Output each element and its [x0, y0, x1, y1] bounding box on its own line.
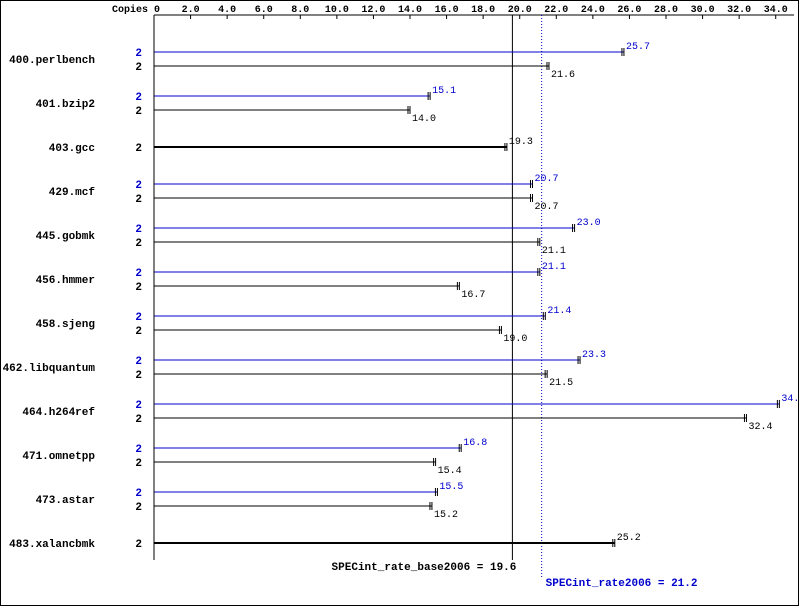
- copies-peak: 2: [135, 400, 142, 412]
- copies-peak: 2: [135, 48, 142, 60]
- x-tick-label: 12.0: [361, 5, 385, 16]
- value-peak: 21.1: [542, 262, 566, 273]
- x-tick-label: 26.0: [617, 5, 641, 16]
- x-tick-label: 8.0: [291, 5, 309, 16]
- copies-base: 2: [135, 326, 142, 338]
- copies-base: 2: [135, 282, 142, 294]
- value-base: 15.2: [434, 510, 458, 521]
- copies-peak: 2: [135, 312, 142, 324]
- x-tick-label: 18.0: [471, 5, 495, 16]
- x-tick-label: 34.0: [764, 5, 788, 16]
- x-tick-label: 30.0: [691, 5, 715, 16]
- x-tick-label: 14.0: [398, 5, 422, 16]
- value-base: 32.4: [748, 422, 772, 433]
- copies-peak: 2: [135, 224, 142, 236]
- value-peak: 20.7: [535, 174, 559, 185]
- benchmark-label: 483.xalancbmk: [9, 539, 95, 551]
- copies-base: 2: [135, 370, 142, 382]
- copies-base: 2: [135, 414, 142, 426]
- value-base: 16.7: [461, 290, 485, 301]
- value-base: 19.0: [503, 334, 527, 345]
- value-base: 21.5: [549, 378, 573, 389]
- x-tick-label: 22.0: [544, 5, 568, 16]
- benchmark-label: 400.perlbench: [9, 55, 95, 67]
- value-base: 21.1: [542, 246, 566, 257]
- x-tick-label: 24.0: [581, 5, 605, 16]
- summary-peak: SPECint_rate2006 = 21.2: [546, 578, 698, 590]
- copies-base: 2: [135, 62, 142, 74]
- copies-base: 2: [135, 458, 142, 470]
- benchmark-label: 445.gobmk: [36, 231, 96, 243]
- copies-peak: 2: [135, 92, 142, 104]
- copies-header: Copies: [112, 4, 148, 16]
- value-peak: 15.5: [439, 482, 463, 493]
- x-tick-label: 16.0: [435, 5, 459, 16]
- benchmark-label: 429.mcf: [49, 187, 96, 199]
- benchmark-label: 458.sjeng: [36, 319, 95, 331]
- x-tick-label: 28.0: [654, 5, 678, 16]
- value-peak: 16.8: [463, 438, 487, 449]
- copies-peak: 2: [135, 488, 142, 500]
- benchmark-label: 473.astar: [36, 495, 95, 507]
- x-tick-label: 10.0: [325, 5, 349, 16]
- value-peak: 23.3: [582, 350, 606, 361]
- copies-base: 2: [135, 194, 142, 206]
- benchmark-label: 464.h264ref: [22, 407, 95, 419]
- benchmark-label: 401.bzip2: [36, 99, 95, 111]
- value-peak: 21.4: [547, 306, 571, 317]
- benchmark-label: 403.gcc: [49, 143, 95, 155]
- copies-peak: 2: [135, 180, 142, 192]
- value-base: 14.0: [412, 114, 436, 125]
- copies-base: 2: [135, 143, 142, 155]
- benchmark-label: 471.omnetpp: [22, 451, 95, 463]
- x-tick-label: 2.0: [182, 5, 200, 16]
- benchmark-chart: 0 2.0 4.0 6.0 8.0 10.0 12.0 14.0 16.0 18.0 20.0 22.…: [0, 0, 799, 606]
- value-peak: 34.2: [781, 394, 799, 405]
- value-base: 15.4: [438, 466, 462, 477]
- x-tick-label: 20.0: [508, 5, 532, 16]
- value-peak: 23.0: [577, 218, 601, 229]
- value-base: 25.2: [617, 533, 641, 544]
- x-tick-label: 6.0: [255, 5, 273, 16]
- benchmark-label: 456.hmmer: [36, 275, 95, 287]
- x-tick-label: 32.0: [727, 5, 751, 16]
- value-base: 20.7: [535, 202, 559, 213]
- x-tick-label: 4.0: [218, 5, 236, 16]
- x-tick-label: 0: [154, 5, 160, 16]
- value-base: 21.6: [551, 70, 575, 81]
- value-peak: 15.1: [432, 86, 456, 97]
- benchmark-label: 462.libquantum: [3, 363, 96, 375]
- copies-peak: 2: [135, 356, 142, 368]
- value-peak: 25.7: [626, 42, 650, 53]
- copies-peak: 2: [135, 268, 142, 280]
- value-base: 19.3: [509, 137, 533, 148]
- copies-peak: 2: [135, 444, 142, 456]
- summary-base: SPECint_rate_base2006 = 19.6: [332, 562, 517, 574]
- copies-base: 2: [135, 539, 142, 551]
- copies-base: 2: [135, 502, 142, 514]
- chart-border: [1, 1, 799, 606]
- copies-base: 2: [135, 238, 142, 250]
- copies-base: 2: [135, 106, 142, 118]
